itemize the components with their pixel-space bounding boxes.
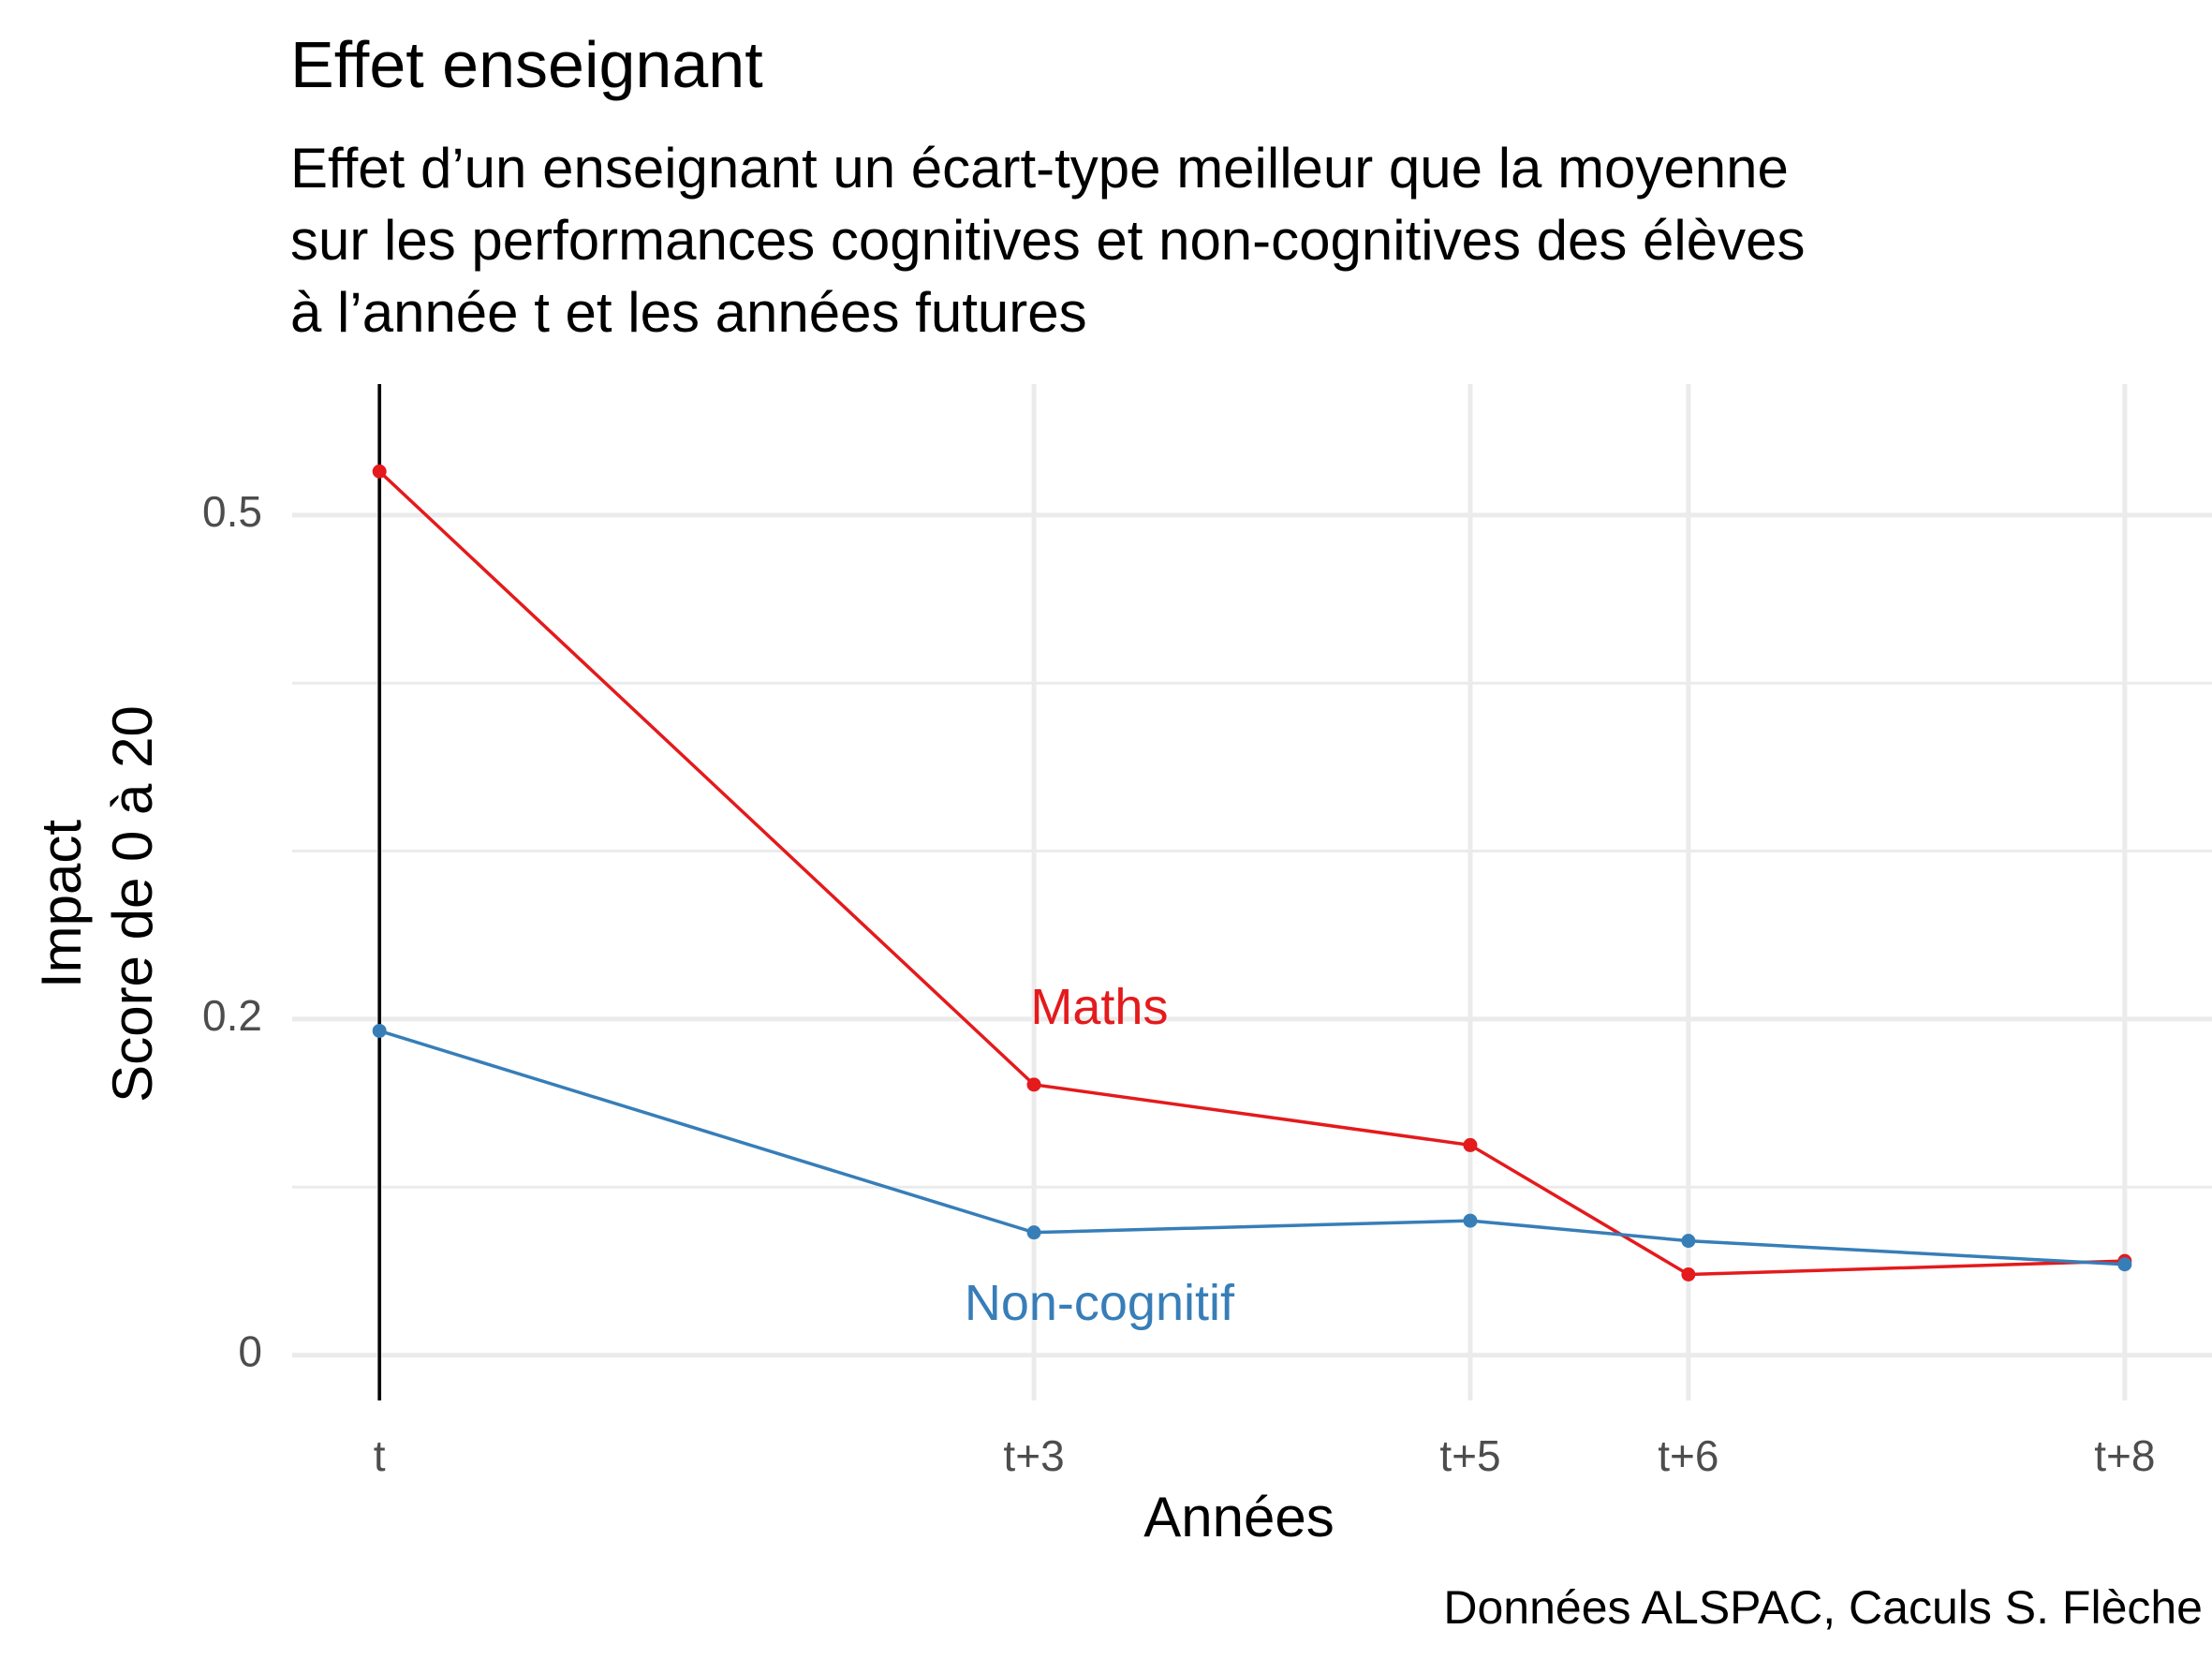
series-0-point-0 — [372, 464, 387, 479]
x-tick-label-0: t — [374, 1431, 386, 1480]
series-label-1: Non-cognitif — [965, 1275, 1235, 1331]
series-1-point-3 — [1681, 1234, 1696, 1249]
x-axis-label: Années — [1143, 1486, 1335, 1548]
x-tick-label-2: t+5 — [1439, 1431, 1500, 1480]
chart-subtitle-line-1: Effet d’un enseignant un écart-type meil… — [290, 137, 1789, 200]
chart-caption: Données ALSPAC, Caculs S. Flèche — [1443, 1581, 2203, 1634]
series-0-point-3 — [1681, 1266, 1696, 1281]
series-layer: Maths Non-cognitif — [372, 464, 2132, 1331]
series-label-0: Maths — [1030, 979, 1168, 1035]
y-axis-label-line-1: Impact — [30, 820, 93, 988]
grid — [292, 384, 2212, 1400]
x-tick-label-3: t+6 — [1658, 1431, 1718, 1480]
x-tick-label-4: t+8 — [2094, 1431, 2155, 1480]
chart-subtitle-line-2: sur les performances cognitives et non-c… — [290, 209, 1805, 272]
chart-title: Effet enseignant — [290, 28, 763, 101]
series-1-point-1 — [1026, 1225, 1041, 1240]
series-1-point-0 — [372, 1023, 387, 1038]
series-1-point-4 — [2117, 1257, 2132, 1272]
y-tick-label-1: 0.2 — [202, 991, 262, 1040]
series-line-1 — [378, 1029, 2125, 1266]
series-1-point-2 — [1463, 1213, 1478, 1228]
x-tick-labels: t t+3 t+5 t+6 t+8 — [374, 1431, 2156, 1480]
y-tick-label-2: 0.5 — [202, 487, 262, 536]
series-0-point-1 — [1026, 1077, 1041, 1092]
chart-subtitle-line-3: à l’année t et les années futures — [290, 281, 1087, 344]
y-tick-labels: 0 0.2 0.5 — [202, 487, 262, 1376]
series-line-0 — [377, 469, 2125, 1277]
series-0-point-2 — [1463, 1137, 1478, 1152]
y-tick-label-0: 0 — [238, 1327, 262, 1376]
x-tick-label-1: t+3 — [1003, 1431, 1064, 1480]
y-axis-label-line-2: Score de 0 à 20 — [101, 705, 164, 1103]
